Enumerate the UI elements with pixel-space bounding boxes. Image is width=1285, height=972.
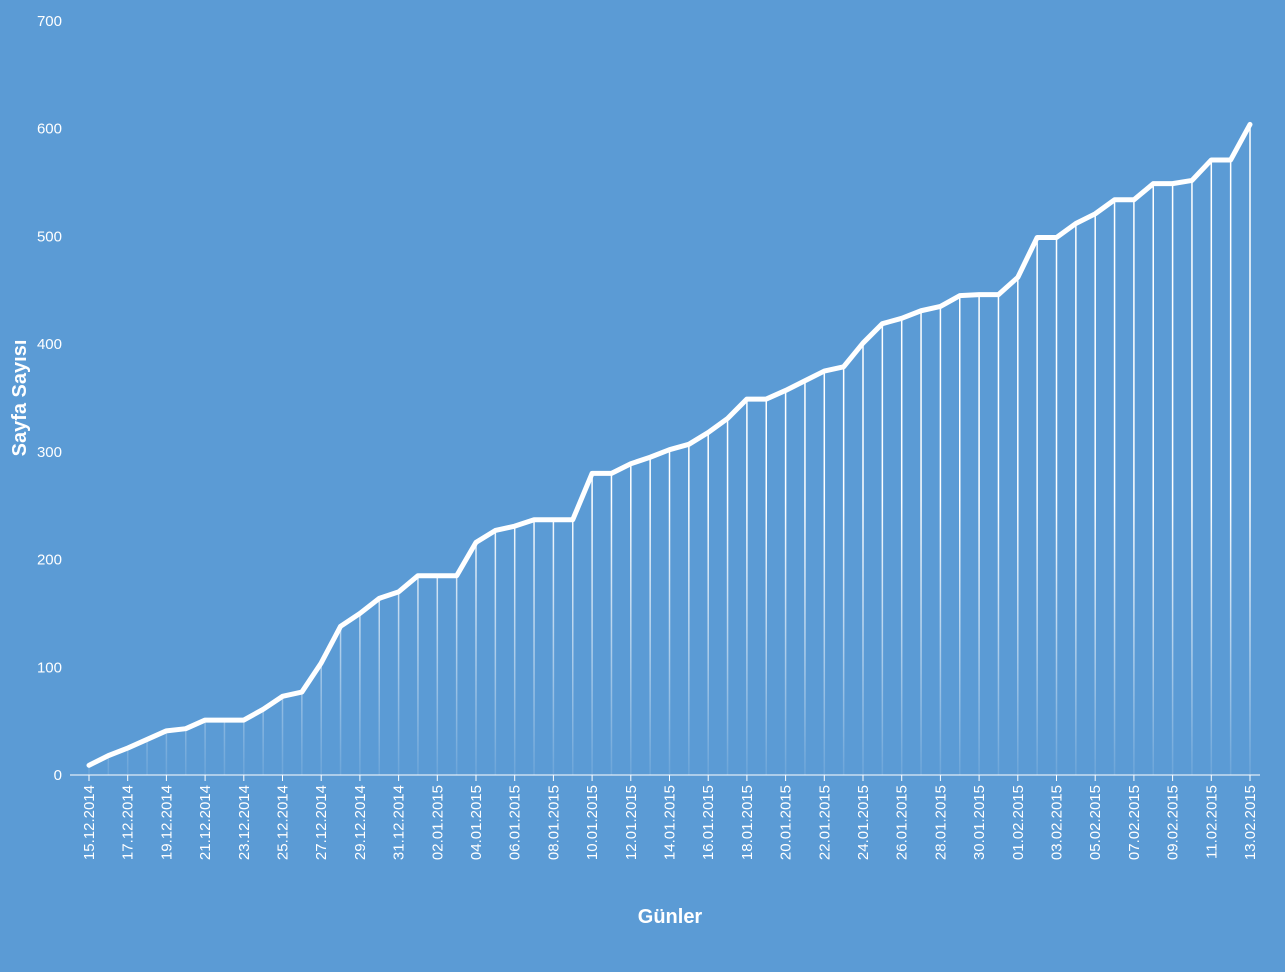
x-axis-title: Günler — [638, 906, 703, 928]
x-tick-label: 18.01.2015 — [739, 785, 756, 860]
x-tick-label: 14.01.2015 — [662, 785, 679, 860]
x-tick-label: 30.01.2015 — [971, 785, 988, 860]
y-tick-label: 100 — [37, 659, 62, 676]
x-tick-label: 16.01.2015 — [700, 785, 717, 860]
x-tick-label: 20.01.2015 — [778, 785, 795, 860]
y-tick-label: 0 — [54, 767, 62, 784]
x-tick-label: 27.12.2014 — [313, 785, 330, 860]
x-tick-label: 02.01.2015 — [429, 785, 446, 860]
x-tick-label: 11.02.2015 — [1203, 785, 1220, 859]
y-axis-title: Sayfa Sayısı — [9, 340, 31, 457]
x-tick-label: 24.01.2015 — [855, 785, 872, 860]
y-tick-label: 500 — [37, 228, 62, 245]
x-tick-label: 19.12.2014 — [158, 785, 175, 860]
y-tick-label: 600 — [37, 121, 62, 138]
x-tick-label: 23.12.2014 — [236, 785, 253, 860]
x-tick-label: 10.01.2015 — [584, 785, 601, 860]
x-tick-label: 07.02.2015 — [1126, 785, 1143, 860]
x-tick-label: 03.02.2015 — [1049, 785, 1066, 860]
x-tick-label: 17.12.2014 — [120, 785, 137, 860]
x-tick-label: 09.02.2015 — [1165, 785, 1182, 860]
x-tick-label: 22.01.2015 — [816, 785, 833, 860]
x-tick-label: 25.12.2014 — [275, 785, 292, 860]
x-tick-label: 21.12.2014 — [197, 785, 214, 860]
x-tick-label: 26.01.2015 — [894, 785, 911, 860]
y-tick-label: 700 — [37, 13, 62, 30]
x-tick-label: 05.02.2015 — [1087, 785, 1104, 860]
x-tick-label: 01.02.2015 — [1010, 785, 1027, 860]
x-tick-label: 31.12.2014 — [391, 785, 408, 860]
y-tick-label: 300 — [37, 444, 62, 461]
x-tick-label: 12.01.2015 — [623, 785, 640, 860]
x-tick-label: 28.01.2015 — [932, 785, 949, 860]
x-tick-label: 08.01.2015 — [545, 785, 562, 860]
x-tick-label: 15.12.2014 — [81, 785, 98, 860]
x-tick-label: 29.12.2014 — [352, 785, 369, 860]
data-line — [86, 121, 1253, 768]
y-tick-label: 200 — [37, 552, 62, 569]
x-tick-label: 04.01.2015 — [468, 785, 485, 860]
x-tick-label: 06.01.2015 — [507, 785, 524, 860]
x-tick-label: 13.02.2015 — [1242, 785, 1259, 860]
y-tick-label: 400 — [37, 336, 62, 353]
